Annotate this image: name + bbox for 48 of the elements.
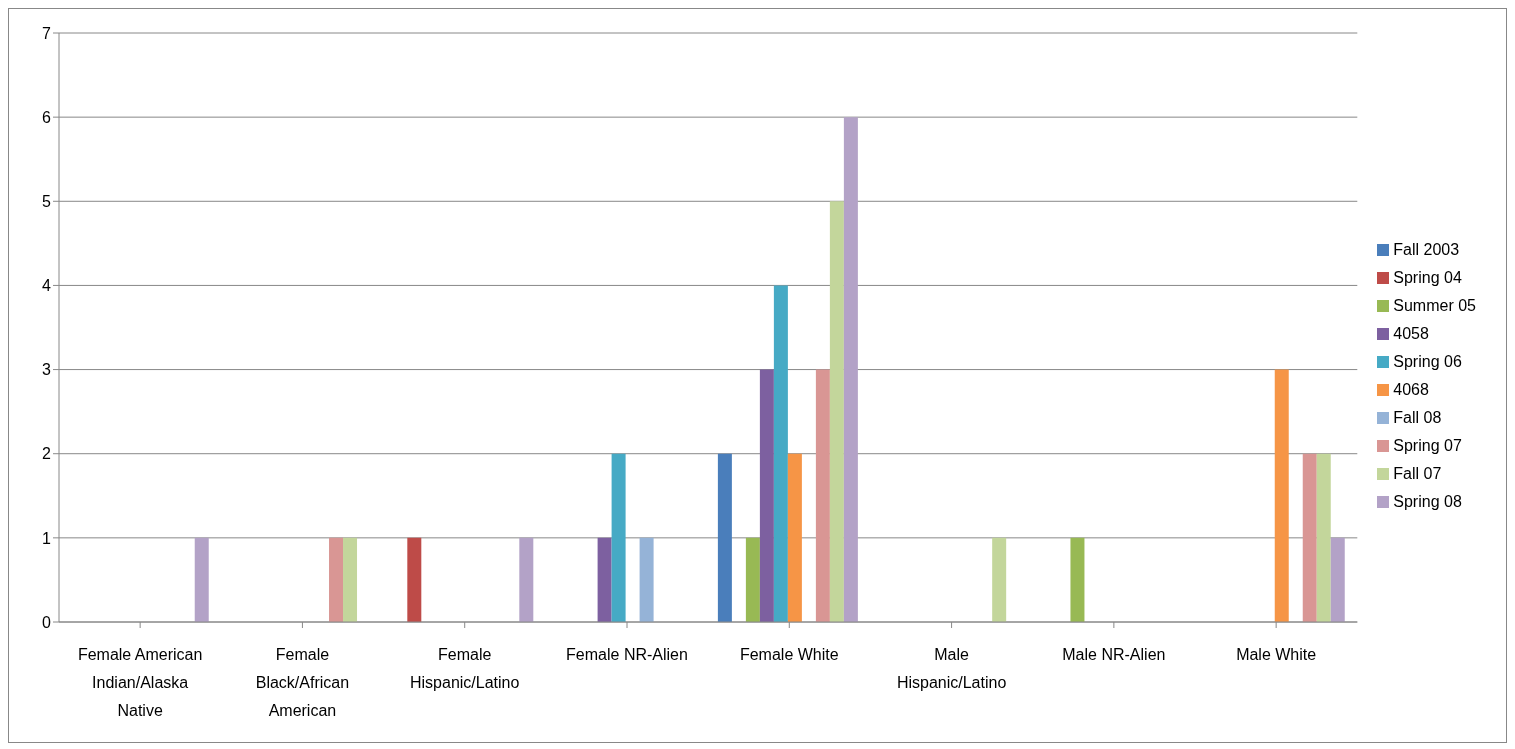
legend-label: Fall 08 <box>1393 408 1442 426</box>
y-tick-label: 5 <box>42 192 52 210</box>
bar <box>407 537 422 622</box>
x-tick-label: Male Hispanic/Latino <box>896 646 1007 691</box>
bar <box>597 537 612 622</box>
bar <box>829 201 844 622</box>
x-tick-label: Female White <box>739 646 839 663</box>
bar <box>343 537 358 622</box>
y-tick-label: 7 <box>42 24 52 42</box>
legend-label: Summer 05 <box>1393 296 1476 314</box>
x-tick-label: Female Hispanic/Latino <box>410 646 520 691</box>
legend-label: Fall 07 <box>1393 464 1442 482</box>
y-tick-label: 6 <box>42 108 52 126</box>
bar <box>843 117 858 622</box>
legend-label: Spring 06 <box>1393 352 1462 370</box>
y-tick-label: 2 <box>42 445 52 463</box>
bar <box>773 285 788 622</box>
legend-label: Fall 2003 <box>1393 240 1460 258</box>
legend-label: Spring 07 <box>1393 436 1462 454</box>
bar <box>1316 453 1331 622</box>
legend-label: 4058 <box>1393 324 1429 342</box>
bar <box>1330 537 1345 622</box>
bar <box>1302 453 1317 622</box>
legend-label: 4068 <box>1393 380 1429 398</box>
bar <box>611 453 626 622</box>
bar <box>519 537 534 622</box>
y-tick-label: 1 <box>42 529 52 547</box>
legend-label: Spring 04 <box>1393 268 1462 286</box>
bar <box>717 453 732 622</box>
bar <box>745 537 760 622</box>
x-tick-label: Female American Indian/Alaska Native <box>77 646 203 719</box>
legend-label: Spring 08 <box>1393 492 1462 510</box>
bar <box>787 453 802 622</box>
x-tick-label: Male White <box>1236 646 1317 663</box>
y-tick-label: 3 <box>42 361 52 379</box>
y-tick-label: 0 <box>42 613 52 631</box>
bar <box>759 369 774 622</box>
bar <box>1274 369 1289 622</box>
bar <box>639 537 654 622</box>
bar <box>992 537 1007 622</box>
bar <box>194 537 209 622</box>
y-tick-label: 4 <box>42 277 52 295</box>
bar <box>1070 537 1085 622</box>
bar <box>815 369 830 622</box>
x-tick-label: Female Black/African American <box>255 646 350 719</box>
bar <box>329 537 344 622</box>
x-tick-label: Female NR-Alien <box>566 646 688 663</box>
x-tick-label: Male NR-Alien <box>1062 646 1166 663</box>
